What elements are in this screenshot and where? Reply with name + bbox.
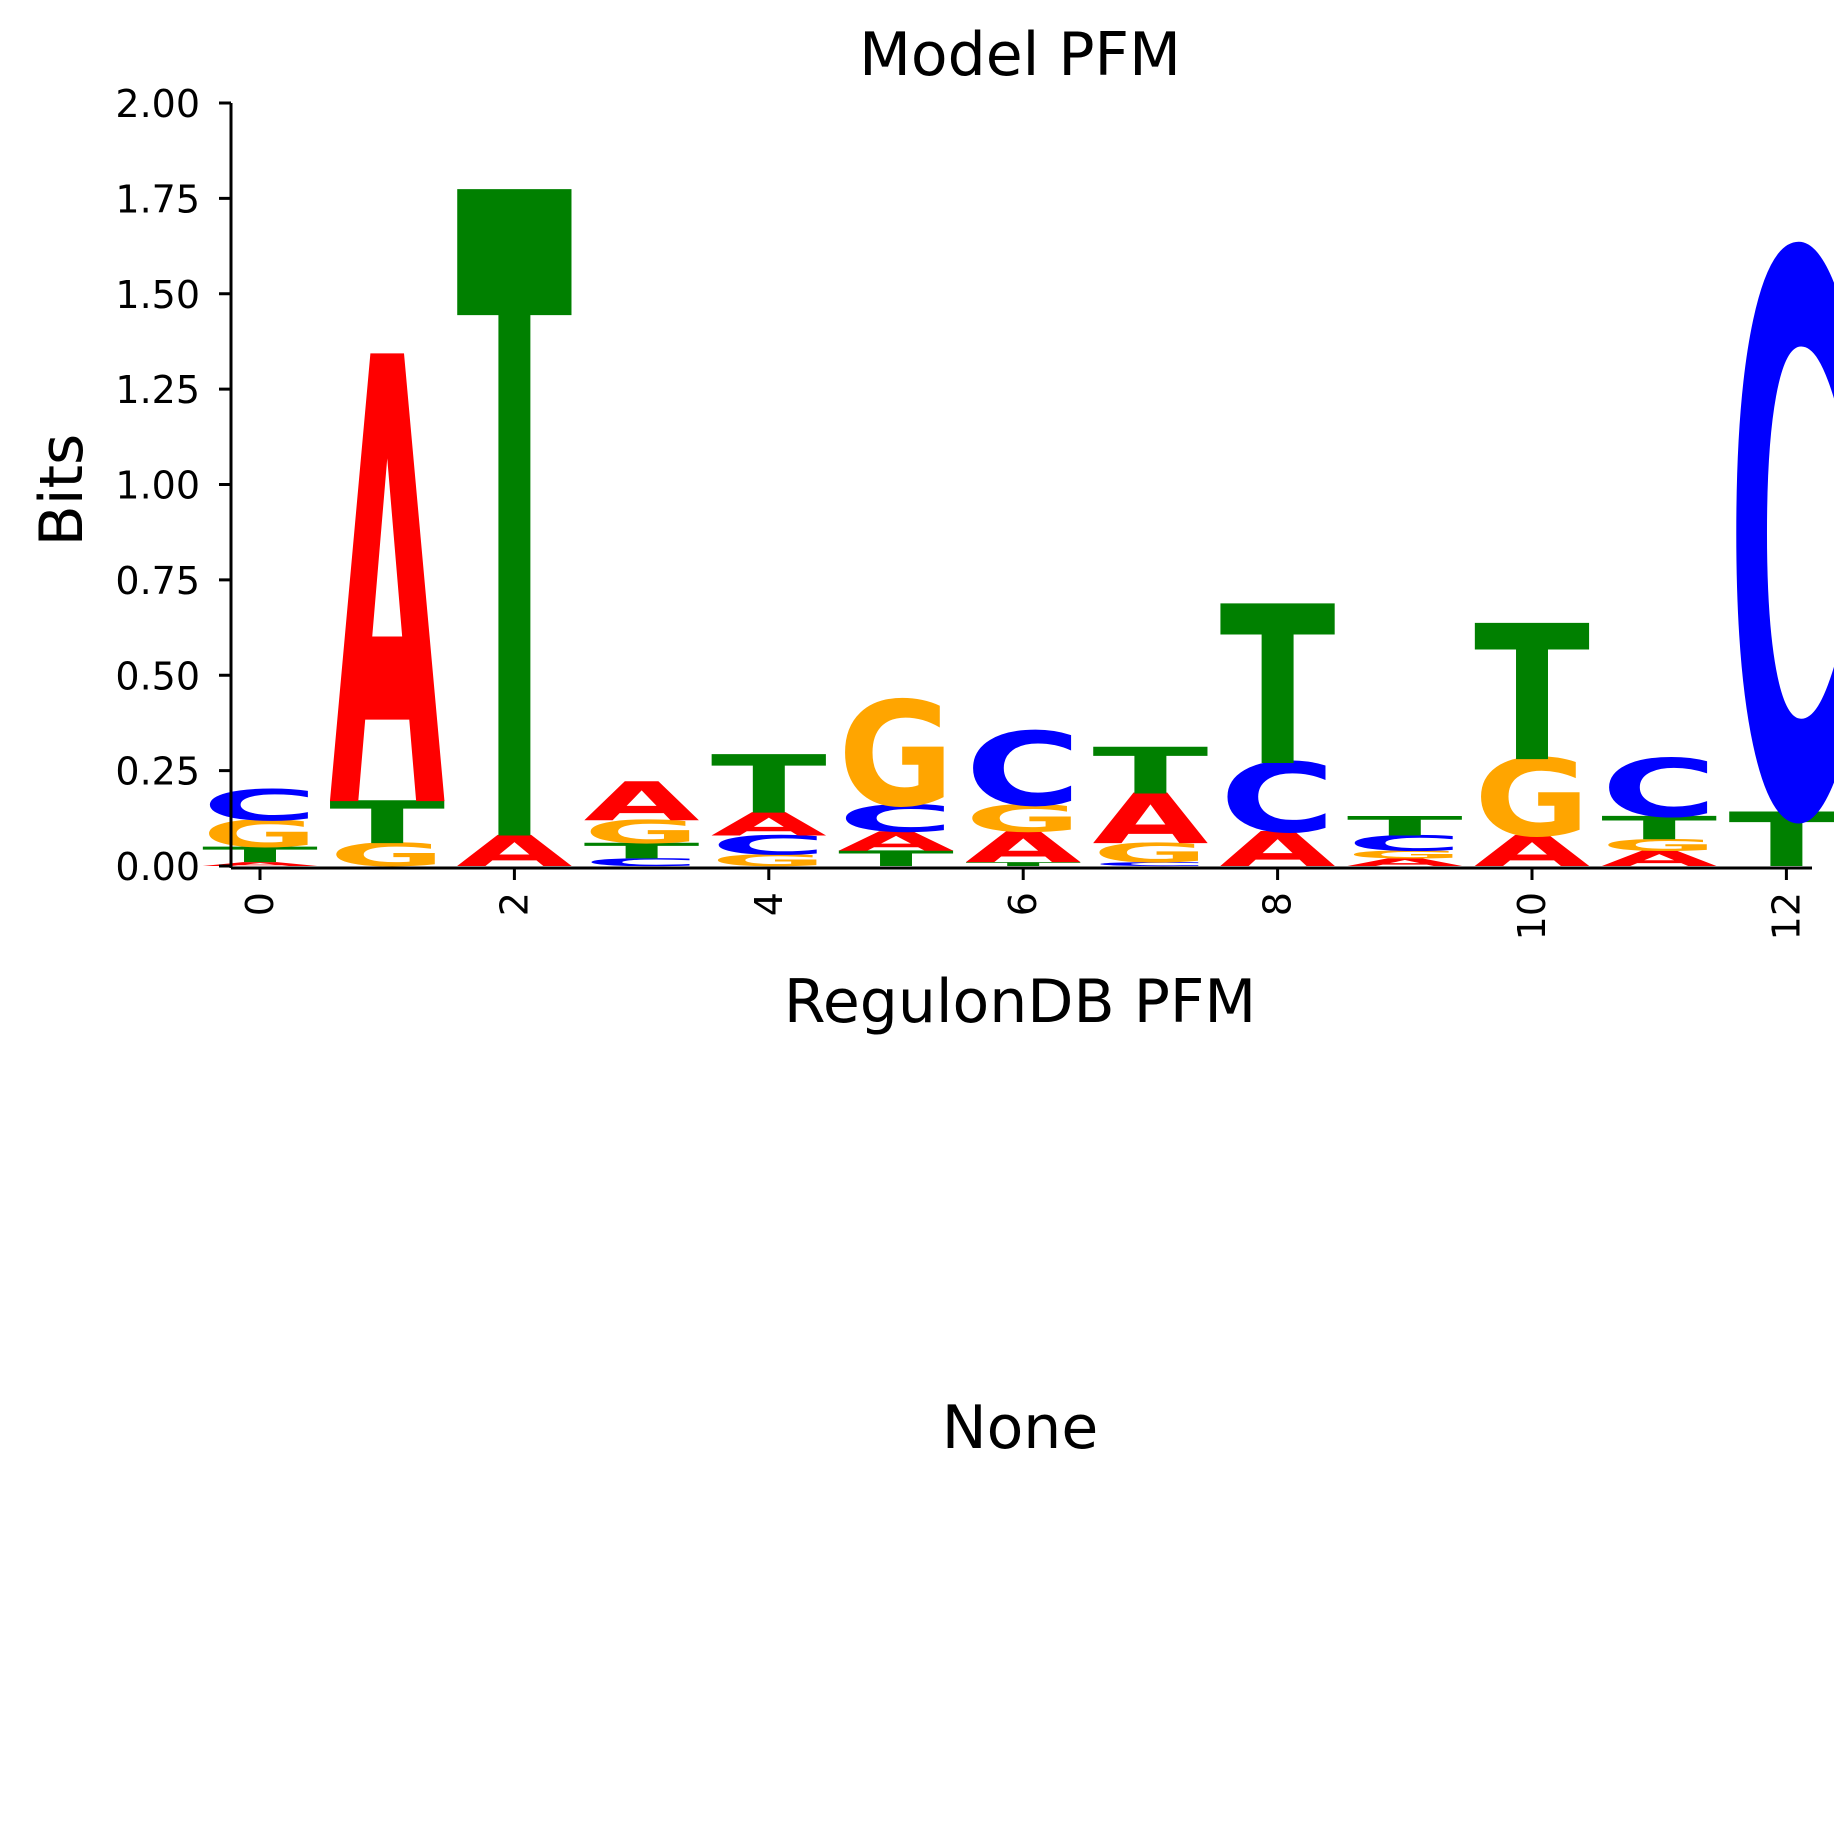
logo-letter-T-pos-6: T	[965, 861, 1081, 867]
logo-letter-C-pos-11: C	[1601, 742, 1717, 835]
logo-letter-C-pos-6: C	[965, 712, 1081, 830]
logo-letter-C-pos-3: C	[584, 856, 700, 868]
y-tick-label: 0.75	[115, 559, 200, 603]
logo-letter-C-pos-4: C	[711, 830, 827, 861]
logo-letter-T-pos-11: T	[1601, 809, 1717, 846]
x-tick-label: 12	[1764, 892, 1808, 940]
logo-letter-C-pos-7: C	[1092, 861, 1208, 867]
logo-letter-G-pos-7: G	[1092, 838, 1208, 869]
logo-letter-G-pos-3: G	[584, 814, 700, 851]
logo-letter-T-pos-10: T	[1474, 587, 1590, 805]
logo-letter-T-pos-2: T	[456, 12, 573, 1045]
x-tick-label: 10	[1510, 892, 1554, 940]
y-ticks: 0.00 0.25 0.50 0.75 1.00 1.25 1.50 1.75 2.00	[115, 82, 231, 889]
y-tick-label: 1.75	[115, 177, 200, 221]
y-tick-label: 0.25	[115, 750, 200, 794]
logo-letter-A-pos-3: A	[584, 771, 700, 833]
logo-letter-G-pos-0: G	[202, 813, 318, 856]
logo-letter-C-pos-8: C	[1220, 743, 1336, 855]
logo-letter-A-pos-9: A	[1347, 856, 1463, 868]
logo-letter-A-pos-0: A	[202, 861, 318, 867]
x-tick-label: 8	[1256, 892, 1300, 916]
x-axis-label: RegulonDB PFM	[784, 967, 1256, 1037]
logo-letter-G-pos-11: G	[1601, 836, 1717, 855]
logo-letter-T-pos-8: T	[1220, 561, 1336, 816]
y-axis-label: Bits	[27, 434, 97, 547]
x-tick-label: 2	[492, 892, 536, 916]
logo-letter-C-pos-5: C	[838, 797, 954, 841]
logo-letter-T-pos-1: T	[329, 789, 445, 857]
logo-letter-A-pos-4: A	[711, 806, 827, 844]
y-tick-label: 1.50	[115, 273, 200, 317]
logo-letter-T-pos-0: T	[202, 842, 318, 867]
empty-panel-label: None	[942, 1393, 1099, 1463]
y-tick-label: 2.00	[115, 82, 200, 126]
logo-letter-G-pos-5: G	[838, 671, 954, 840]
chart-title: Model PFM	[859, 20, 1181, 90]
logo-letter-C-pos-12: C	[1728, 99, 1834, 994]
logo-letter-A-pos-6: A	[965, 823, 1081, 873]
y-tick-label: 1.25	[115, 368, 200, 412]
logo-letter-G-pos-10: G	[1474, 737, 1590, 862]
x-tick-label: 6	[1001, 892, 1045, 916]
logo-letter-A-pos-5: A	[838, 826, 954, 857]
logo-letter-G-pos-9: G	[1347, 848, 1463, 860]
y-tick-label: 1.00	[115, 464, 200, 508]
logo-letter-T-pos-9: T	[1347, 811, 1463, 842]
logo-letter-C-pos-9: C	[1347, 831, 1463, 856]
y-tick-label: 0.50	[115, 654, 200, 698]
logo-letter-A-pos-1: A	[329, 232, 446, 946]
logo-letter-T-pos-7: T	[1092, 735, 1208, 809]
logo-letter-C-pos-0: C	[202, 781, 318, 830]
logo-letter-G-pos-4: G	[711, 851, 827, 870]
logo-letter-T-pos-4: T	[711, 739, 827, 832]
logo-letter-T-pos-3: T	[584, 839, 700, 864]
logo-letter-G-pos-6: G	[965, 797, 1081, 840]
y-tick-label: 0.00	[115, 845, 200, 889]
logo-letter-A-pos-7: A	[1092, 779, 1208, 860]
x-tick-label: 0	[238, 892, 282, 916]
x-ticks: 024681012141618202224	[238, 868, 1808, 940]
x-tick-label: 4	[747, 892, 791, 916]
